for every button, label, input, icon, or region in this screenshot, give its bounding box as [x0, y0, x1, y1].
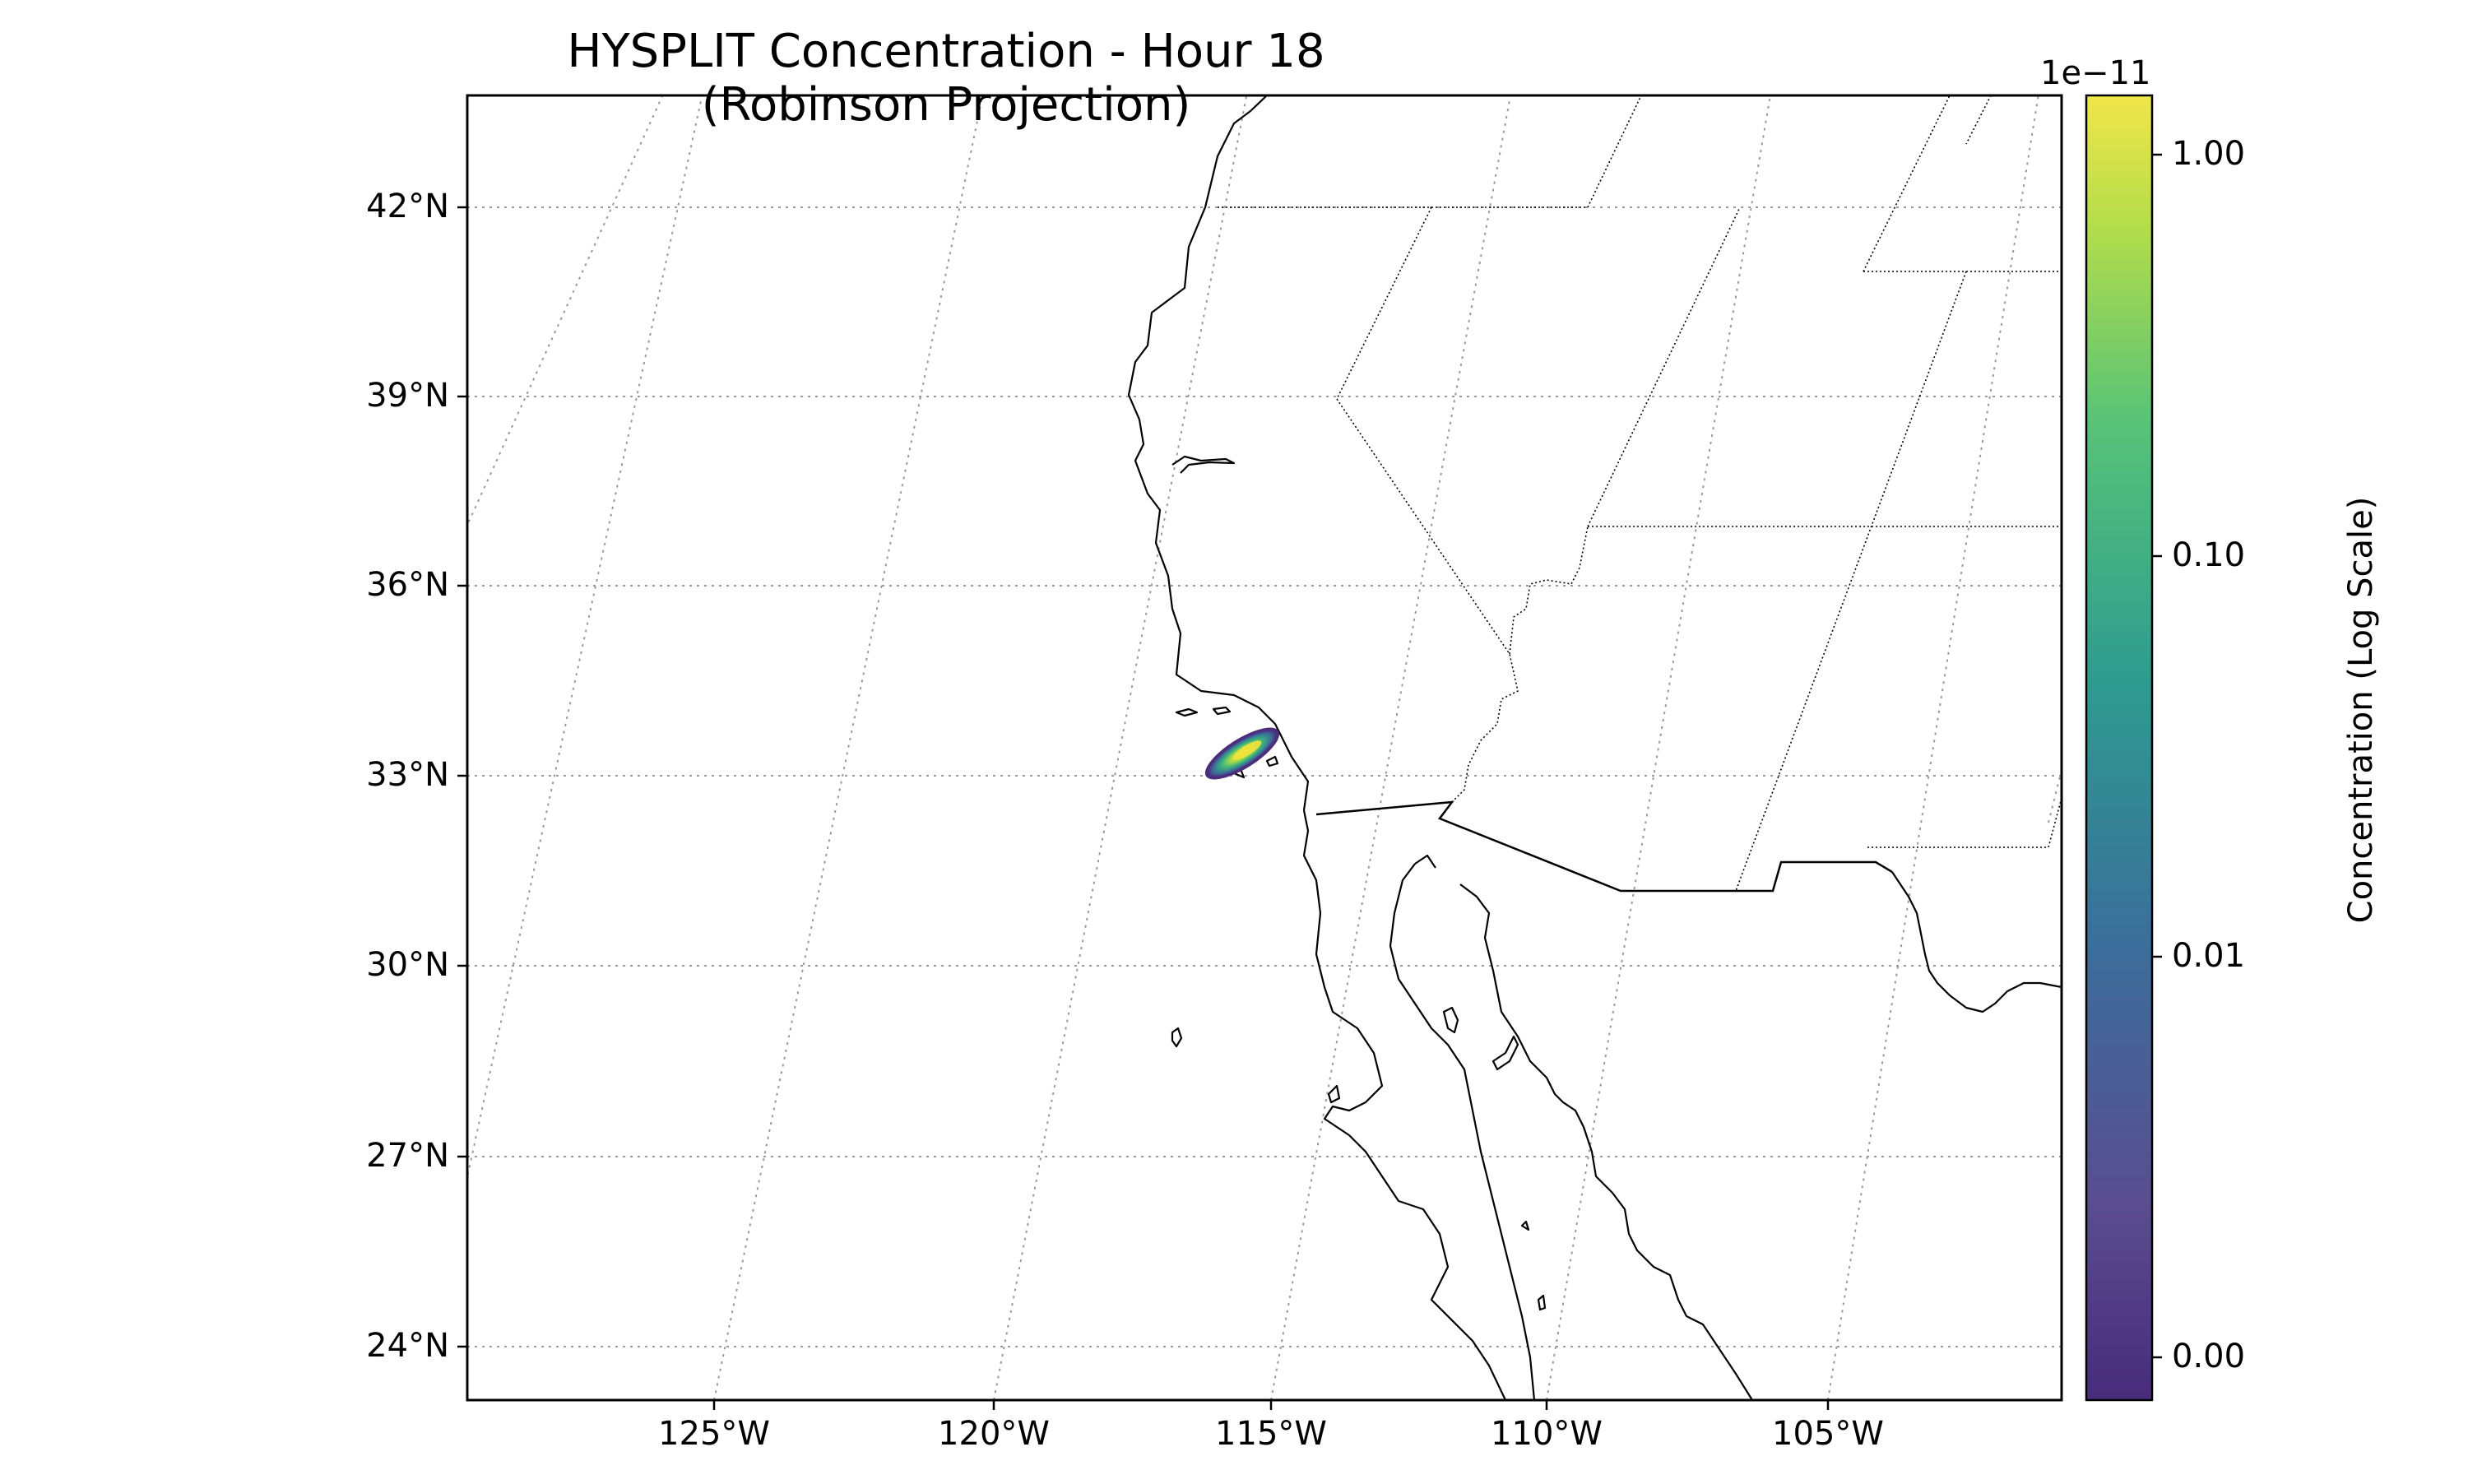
lat-tick-marks: [457, 206, 467, 1348]
colorbar-exponent: 1e−11: [2040, 54, 2151, 92]
lon-tick-label: 115°W: [1215, 1415, 1327, 1453]
chart-title: HYSPLIT Concentration - Hour 18 (Robinso…: [567, 25, 1325, 132]
coastline: [1127, 95, 2062, 1400]
colorbar-tick-label: 0.01: [2172, 937, 2246, 975]
colorbar-tick-label: 0.10: [2172, 536, 2246, 574]
colorbar-tick-label: 0.00: [2172, 1338, 2246, 1375]
lat-tick-label: 39°N: [366, 377, 449, 415]
lat-tick-label: 36°N: [366, 566, 449, 604]
lon-gridline: [1827, 95, 2039, 1400]
lon-tick-label: 110°W: [1491, 1415, 1603, 1453]
lat-tick-label: 24°N: [366, 1327, 449, 1365]
lon-tick-label: 120°W: [938, 1415, 1050, 1453]
colorbar-gradient: [2085, 94, 2154, 1402]
colorbar-title: Concentration (Log Scale): [2342, 496, 2380, 924]
lat-tick-label: 42°N: [366, 188, 449, 225]
lon-gridline: [993, 95, 1248, 1400]
lat-tick-label: 33°N: [366, 756, 449, 794]
lon-gridline: [467, 95, 664, 527]
lon-gridline: [1546, 95, 1771, 1400]
lon-tick-label: 125°W: [658, 1415, 770, 1453]
lat-tick-label: 30°N: [366, 946, 449, 984]
lon-tick-marks: [712, 1400, 1830, 1410]
map-panel: [457, 94, 2063, 1410]
plume-core: [1232, 740, 1262, 760]
colorbar-tick-label: 1.00: [2172, 135, 2246, 173]
lon-gridline: [467, 95, 703, 1181]
lon-tick-label: 105°W: [1772, 1415, 1884, 1453]
lon-gridline: [1270, 95, 1512, 1400]
borders: [1218, 95, 2062, 893]
graticule: [467, 95, 2062, 1400]
concentration-plume: [1204, 727, 1280, 780]
map-frame: [466, 94, 2063, 1402]
colorbar: [2085, 94, 2162, 1402]
lon-gridline: [713, 95, 984, 1400]
lat-tick-label: 27°N: [366, 1137, 449, 1175]
colorbar-tick-marks: [2152, 153, 2162, 1359]
